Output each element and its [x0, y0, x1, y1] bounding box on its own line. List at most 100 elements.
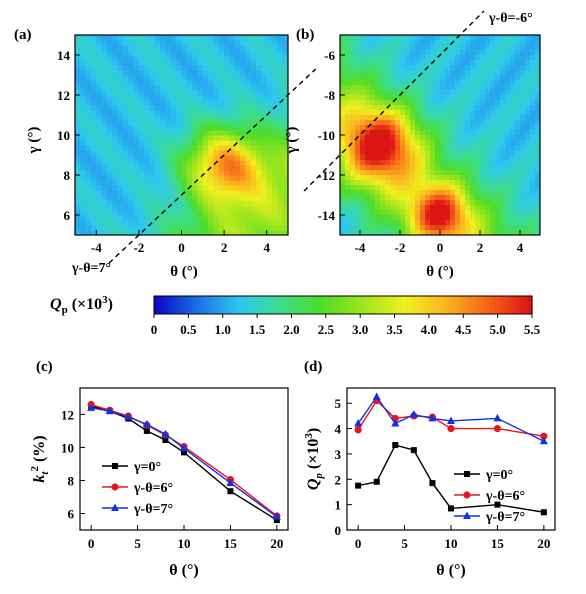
heatmap-cell — [380, 90, 386, 96]
x-tick-label: 20 — [270, 536, 283, 551]
heatmap-cell — [106, 150, 113, 156]
heatmap-cell — [340, 205, 346, 211]
heatmap-cell — [340, 175, 346, 181]
heatmap-cell — [101, 210, 108, 216]
heatmap-cell — [240, 180, 246, 186]
heatmap-cell — [355, 195, 361, 201]
heatmap-cell — [261, 140, 268, 146]
heatmap-cell — [440, 150, 446, 156]
heatmap-cell — [465, 95, 471, 101]
heatmap-cell — [133, 150, 140, 156]
heatmap-cell — [385, 90, 391, 96]
heatmap-cell — [75, 125, 81, 131]
heatmap-cell — [106, 85, 113, 91]
heatmap-cell — [170, 90, 177, 96]
heatmap-cell — [101, 135, 108, 141]
heatmap-cell — [470, 85, 476, 91]
heatmap-cell — [345, 65, 351, 71]
colorbar-tick-label: 1.0 — [215, 322, 231, 337]
heatmap-cell — [208, 85, 215, 91]
heatmap-cell — [75, 200, 81, 206]
heatmap-cell — [435, 95, 441, 101]
heatmap-cell — [440, 115, 446, 121]
heatmap-cell — [525, 190, 531, 196]
heatmap-cell — [75, 220, 81, 226]
heatmap-cell — [455, 125, 461, 131]
heatmap-cell — [277, 110, 284, 116]
heatmap-cell — [410, 210, 416, 216]
heatmap-cell — [144, 45, 151, 51]
heatmap-cell — [234, 65, 241, 71]
heatmap-cell — [261, 125, 268, 131]
heatmap-cell — [380, 170, 386, 176]
heatmap-cell — [128, 90, 135, 96]
heatmap-cell — [485, 185, 491, 191]
heatmap-cell — [475, 210, 481, 216]
heatmap-cell — [197, 90, 204, 96]
heatmap-cell — [165, 150, 172, 156]
heatmap-cell — [133, 210, 140, 216]
colorbar-swatch — [401, 296, 407, 314]
data-point — [355, 482, 362, 489]
heatmap-cell — [470, 195, 476, 201]
heatmap-cell — [250, 160, 257, 166]
heatmap-cell — [505, 195, 511, 201]
heatmap-cell — [365, 170, 371, 176]
heatmap-cell — [380, 40, 386, 46]
heatmap-cell — [117, 195, 124, 201]
heatmap-cell — [345, 220, 351, 226]
heatmap-cell — [455, 90, 461, 96]
heatmap-cell — [224, 130, 231, 136]
heatmap-cell — [510, 50, 516, 56]
heatmap-cell — [133, 135, 140, 141]
heatmap-cell — [128, 80, 135, 86]
heatmap-cell — [85, 115, 92, 121]
heatmap-cell — [181, 60, 188, 66]
heatmap-cell — [365, 75, 371, 81]
heatmap-cell — [160, 185, 167, 191]
heatmap-cell — [380, 95, 386, 101]
heatmap-cell — [515, 55, 521, 61]
heatmap-cell — [380, 55, 386, 61]
heatmap-cell — [490, 45, 496, 51]
heatmap-cell — [495, 40, 501, 46]
heatmap-cell — [490, 205, 496, 211]
heatmap-cell — [370, 150, 376, 156]
heatmap-cell — [96, 190, 103, 196]
heatmap-cell — [266, 75, 273, 81]
heatmap-cell — [144, 85, 151, 91]
heatmap-cell — [80, 160, 87, 166]
heatmap-cell — [128, 60, 135, 66]
heatmap-cell — [170, 225, 177, 231]
heatmap-cell — [405, 200, 411, 206]
heatmap-cell — [245, 160, 252, 166]
heatmap-cell — [272, 70, 278, 76]
heatmap-cell — [245, 40, 252, 46]
heatmap-cell — [170, 45, 177, 51]
heatmap-cell — [365, 80, 371, 86]
heatmap-cell — [345, 215, 351, 221]
heatmap-cell — [445, 150, 451, 156]
heatmap-cell — [202, 150, 209, 156]
heatmap-cell — [465, 200, 471, 206]
heatmap-cell — [213, 210, 220, 216]
heatmap-cell — [390, 185, 396, 191]
heatmap-cell — [485, 95, 491, 101]
heatmap-cell — [485, 120, 491, 126]
heatmap-cell — [224, 165, 231, 171]
heatmap-cell — [420, 120, 426, 126]
heatmap-cell — [229, 225, 236, 231]
panel-b-label: (b) — [296, 27, 314, 43]
heatmap-cell — [465, 105, 471, 111]
heatmap-cell — [75, 190, 81, 196]
heatmap-cell — [90, 60, 97, 66]
heatmap-cell — [375, 205, 381, 211]
heatmap-cell — [365, 205, 371, 211]
heatmap-cell — [250, 210, 257, 216]
heatmap-cell — [345, 80, 351, 86]
heatmap-cell — [365, 195, 371, 201]
heatmap-cell — [80, 220, 87, 226]
heatmap-cell — [75, 45, 81, 51]
heatmap-cell — [370, 225, 376, 231]
heatmap-cell — [96, 130, 103, 136]
